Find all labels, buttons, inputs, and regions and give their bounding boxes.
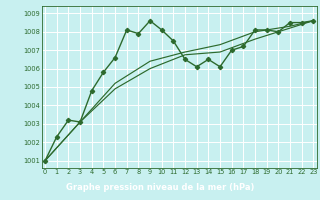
Text: Graphe pression niveau de la mer (hPa): Graphe pression niveau de la mer (hPa)	[66, 183, 254, 192]
